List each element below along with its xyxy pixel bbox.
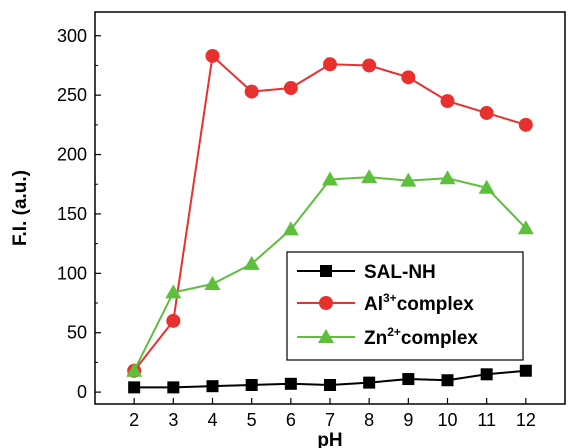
x-tick-label: 6 [286,410,296,430]
data-point-zn-complex [361,169,378,184]
data-point-sal-nh [324,378,336,391]
data-point-sal-nh [128,381,141,394]
data-point-zn-complex [517,220,534,235]
data-point-al-complex [479,105,494,120]
y-tick-label: 300 [57,26,87,46]
x-tick-label: 12 [516,410,536,430]
data-point-sal-nh [480,368,493,381]
data-point-sal-nh [284,377,297,390]
x-tick-label: 3 [168,410,178,430]
data-point-zn-complex [400,172,417,187]
data-point-sal-nh [402,373,415,386]
data-point-zn-complex [439,170,456,185]
legend-marker-sal-nh [320,265,332,277]
legend-label-zn: Zn2+complex [364,325,478,349]
legend-label-al-sup: 3+ [383,291,397,305]
y-axis-ticks: 0 50 100 150 200 250 300 [57,26,101,402]
legend-label-al-rest: complex [397,294,475,315]
data-point-sal-nh [441,374,454,387]
legend-label-al: Al3+complex [364,291,474,315]
data-point-sal-nh [245,378,258,391]
x-tick-label: 10 [437,410,457,430]
legend-label-al-base: Al [364,294,383,315]
legend-label-sal-nh: SAL-NH [364,262,436,283]
y-tick-label: 200 [57,145,87,165]
legend-entry-sal-nh: SAL-NH [297,262,436,283]
data-point-zn-complex [204,276,221,291]
data-point-al-complex [440,94,455,109]
x-tick-label: 7 [325,410,335,430]
legend-marker-zn [318,329,334,343]
data-point-zn-complex [282,221,299,236]
y-tick-label: 150 [57,204,87,224]
data-point-al-complex [401,70,416,85]
legend-label-zn-sup: 2+ [387,325,401,339]
data-point-al-complex [323,57,337,72]
x-tick-label: 5 [247,410,257,430]
data-point-al-complex [283,81,298,96]
series-layer [126,48,534,394]
data-point-zn-complex [322,171,338,186]
legend: SAL-NH Al3+complex Zn2+complex [286,251,524,361]
y-tick-label: 50 [67,323,87,343]
data-point-al-complex [244,84,259,99]
data-point-zn-complex [243,255,260,270]
data-point-zn-complex [126,362,143,377]
x-tick-label: 8 [364,410,374,430]
legend-entry-al-complex: Al3+complex [297,291,474,315]
data-point-zn-complex [478,179,495,194]
x-tick-label: 2 [129,410,139,430]
data-point-sal-nh [519,364,532,377]
x-tick-label: 4 [207,410,217,430]
legend-label-zn-base: Zn [364,328,387,349]
data-point-al-complex [362,58,377,73]
x-axis-title: pH [317,430,342,448]
y-tick-label: 0 [77,382,87,402]
data-point-al-complex [205,48,220,63]
data-point-sal-nh [363,376,376,389]
data-point-al-complex [518,117,533,132]
x-tick-label: 11 [477,410,496,430]
data-point-sal-nh [167,381,180,394]
legend-marker-al [319,296,333,310]
y-axis-title: F.I. (a.u.) [10,170,31,246]
x-axis-ticks: 2 3 4 5 6 7 8 9 10 11 12 [129,398,536,430]
x-tick-label: 9 [403,410,413,430]
data-point-al-complex [166,313,181,328]
legend-entry-zn-complex: Zn2+complex [297,325,478,349]
y-tick-label: 250 [57,85,87,105]
data-point-sal-nh [206,380,219,393]
y-tick-label: 100 [57,263,87,283]
legend-label-zn-rest: complex [401,328,479,349]
data-point-zn-complex [165,284,182,299]
